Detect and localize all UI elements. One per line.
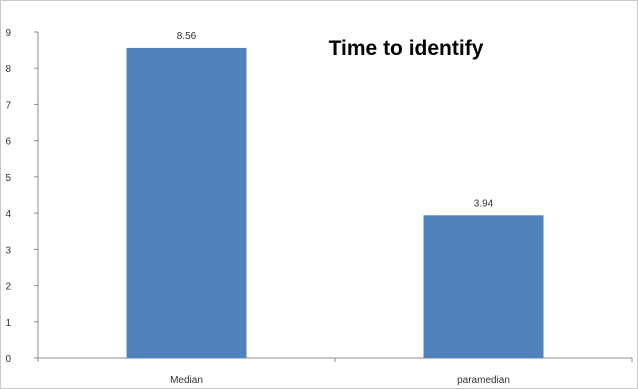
chart-title: Time to identify xyxy=(329,37,484,60)
bars xyxy=(126,47,544,359)
x-axis: Median paramedian xyxy=(37,357,633,386)
y-tick-label: 8 xyxy=(5,64,11,75)
y-tick-label: 4 xyxy=(5,209,11,220)
x-category-label: paramedian xyxy=(457,375,510,386)
y-tick-label: 0 xyxy=(5,354,11,365)
y-axis: 0 1 2 3 4 5 6 7 8 9 xyxy=(5,28,39,365)
y-tick-label: 7 xyxy=(5,100,11,111)
y-tick-label: 6 xyxy=(5,137,11,148)
data-labels: 8.56 3.94 xyxy=(177,31,494,209)
y-tick-label: 3 xyxy=(5,245,11,256)
bar-paramedian xyxy=(423,215,544,358)
data-label: 3.94 xyxy=(474,198,494,209)
y-tick-label: 2 xyxy=(5,282,11,293)
x-category-label: Median xyxy=(170,375,203,386)
data-label: 8.56 xyxy=(177,31,197,42)
y-tick-label: 9 xyxy=(5,28,11,39)
bar-median xyxy=(126,47,247,359)
y-tick-label: 1 xyxy=(5,318,11,329)
y-tick-label: 5 xyxy=(5,173,11,184)
